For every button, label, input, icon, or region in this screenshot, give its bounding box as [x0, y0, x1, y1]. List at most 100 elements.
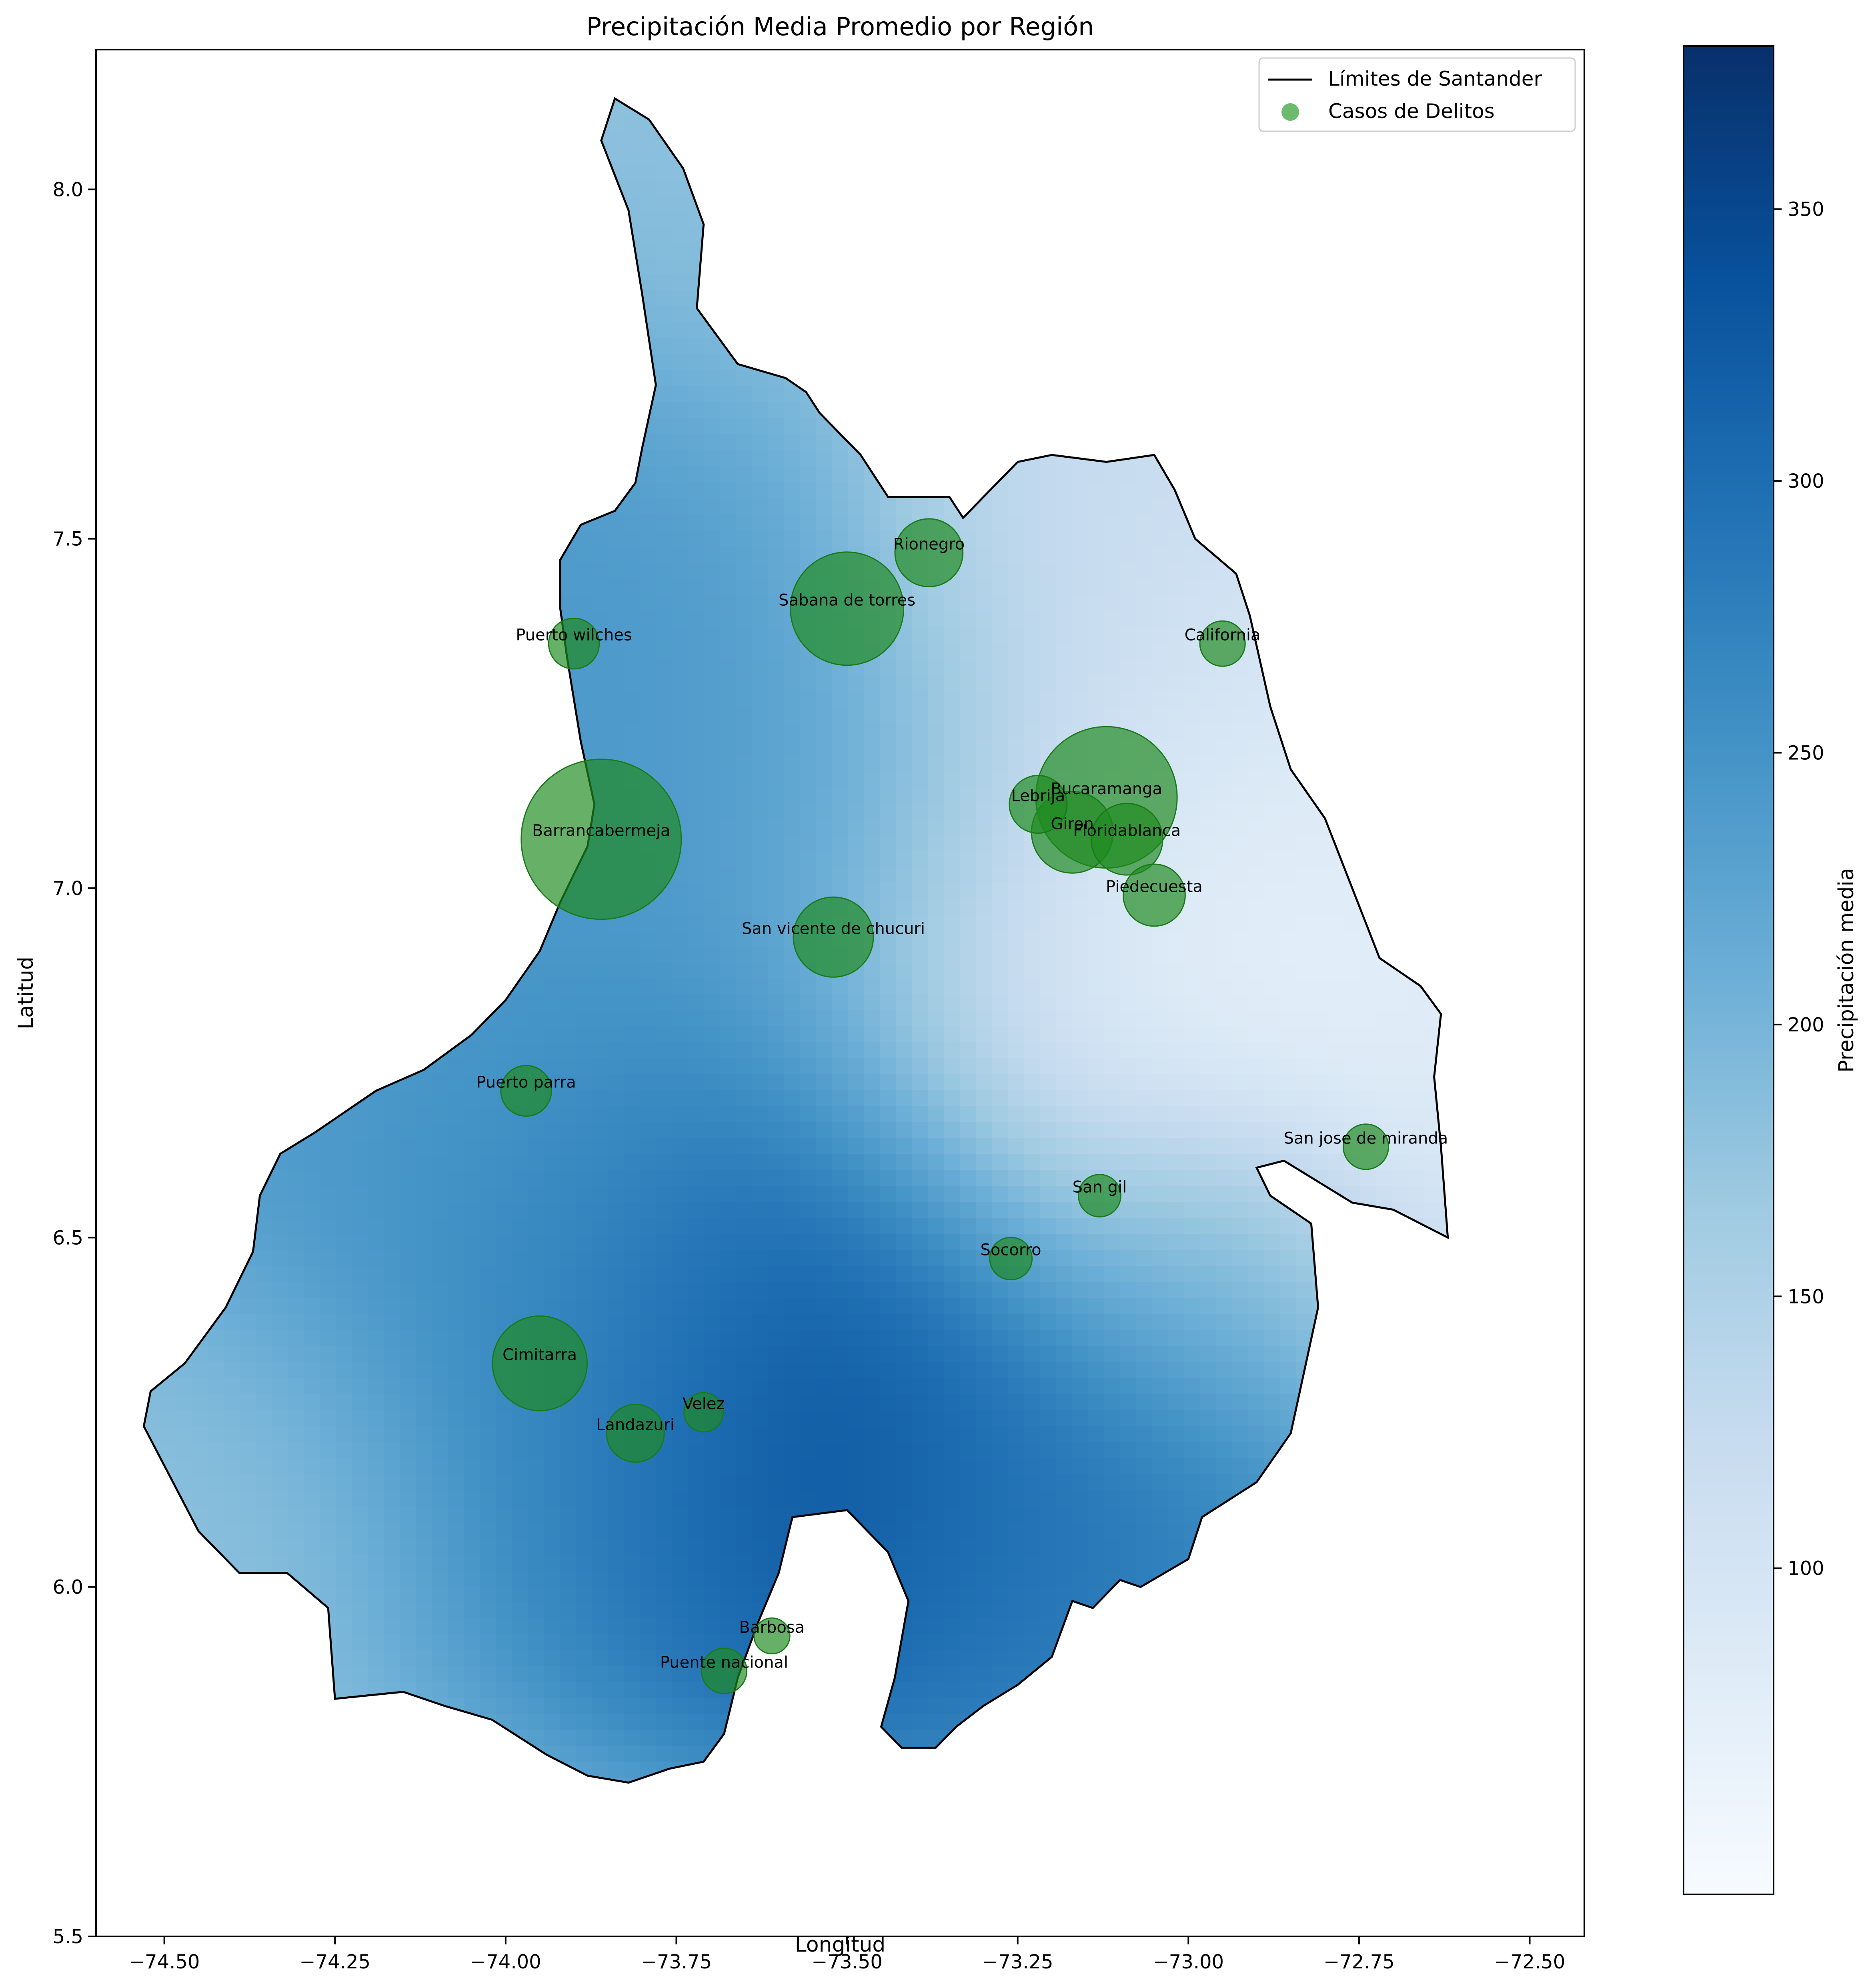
field-cell: [1040, 594, 1057, 610]
field-cell: [1440, 306, 1448, 322]
field-cell: [192, 130, 208, 146]
field-cell: [992, 210, 1009, 226]
field-cell: [1232, 498, 1249, 514]
field-cell: [1424, 242, 1441, 258]
field-cell: [1472, 322, 1489, 338]
field-cell: [416, 82, 432, 98]
field-cell: [848, 258, 865, 274]
field-cell: [848, 770, 865, 786]
field-cell: [1072, 370, 1089, 386]
field-cell: [1456, 226, 1473, 242]
field-cell: [272, 674, 288, 690]
field-cell: [432, 546, 448, 562]
field-cell: [704, 866, 721, 882]
field-cell: [960, 594, 977, 610]
field-cell: [352, 674, 368, 690]
field-cell: [192, 706, 208, 722]
field-cell: [1200, 498, 1217, 514]
field-cell: [128, 546, 144, 562]
field-cell: [224, 786, 240, 802]
field-cell: [1376, 338, 1393, 354]
field-cell: [1008, 882, 1025, 898]
field-cell: [1024, 354, 1041, 370]
field-cell: [1168, 642, 1185, 658]
field-cell: [976, 834, 993, 850]
field-cell: [1504, 498, 1521, 514]
field-cell: [320, 418, 336, 434]
field-cell: [176, 722, 192, 738]
field-cell: [1216, 242, 1233, 258]
field-cell: [544, 242, 561, 258]
field-cell: [1472, 466, 1489, 482]
field-cell: [112, 354, 128, 370]
field-cell: [1424, 386, 1441, 402]
field-cell: [144, 818, 160, 834]
field-cell: [752, 898, 769, 914]
field-cell: [1408, 626, 1425, 642]
field-cell: [736, 66, 753, 82]
field-cell: [1104, 530, 1121, 546]
field-cell: [1120, 226, 1137, 242]
field-cell: [1184, 674, 1201, 690]
field-cell: [1152, 402, 1169, 418]
field-cell: [208, 658, 224, 674]
field-cell: [1344, 242, 1361, 258]
field-cell: [1424, 290, 1441, 306]
field-cell: [1312, 658, 1329, 674]
field-cell: [672, 562, 689, 578]
field-cell: [480, 50, 497, 66]
field-cell: [1248, 530, 1265, 546]
field-cell: [368, 322, 384, 338]
field-cell: [1248, 482, 1265, 498]
field-cell: [1440, 514, 1448, 530]
field-cell: [1296, 322, 1313, 338]
field-cell: [1536, 610, 1553, 626]
field-cell: [1168, 690, 1185, 706]
field-cell: [112, 370, 128, 386]
field-cell: [304, 98, 320, 114]
field-cell: [720, 706, 737, 722]
field-cell: [1296, 722, 1313, 738]
field-cell: [672, 466, 689, 482]
field-cell: [256, 402, 272, 418]
field-cell: [480, 642, 497, 658]
field-cell: [1360, 194, 1377, 210]
field-cell: [1504, 674, 1521, 690]
field-cell: [912, 274, 929, 290]
field-cell: [944, 114, 961, 130]
field-cell: [880, 306, 897, 322]
field-cell: [528, 770, 545, 786]
field-cell: [1504, 194, 1521, 210]
field-cell: [992, 722, 1009, 738]
field-cell: [304, 162, 320, 178]
field-cell: [1024, 530, 1041, 546]
field-cell: [432, 338, 448, 354]
field-cell: [896, 450, 913, 466]
field-cell: [1120, 354, 1137, 370]
field-cell: [1456, 290, 1473, 306]
field-cell: [720, 530, 737, 546]
field-cell: [1136, 226, 1153, 242]
field-cell: [480, 706, 497, 722]
field-cell: [288, 466, 304, 482]
field-cell: [1344, 562, 1361, 578]
field-cell: [368, 162, 384, 178]
field-cell: [672, 210, 689, 226]
field-cell: [288, 754, 304, 770]
field-cell: [1296, 386, 1313, 402]
field-cell: [320, 338, 336, 354]
field-cell: [1040, 722, 1057, 738]
field-cell: [288, 866, 304, 882]
field-cell: [736, 82, 753, 98]
field-cell: [960, 386, 977, 402]
field-cell: [368, 674, 384, 690]
field-cell: [400, 386, 416, 402]
field-cell: [1184, 610, 1201, 626]
field-cell: [1504, 546, 1521, 562]
field-cell: [1264, 626, 1281, 642]
field-cell: [192, 98, 208, 114]
field-cell: [208, 562, 224, 578]
field-cell: [240, 530, 256, 546]
field-cell: [1456, 674, 1473, 690]
field-cell: [704, 658, 721, 674]
